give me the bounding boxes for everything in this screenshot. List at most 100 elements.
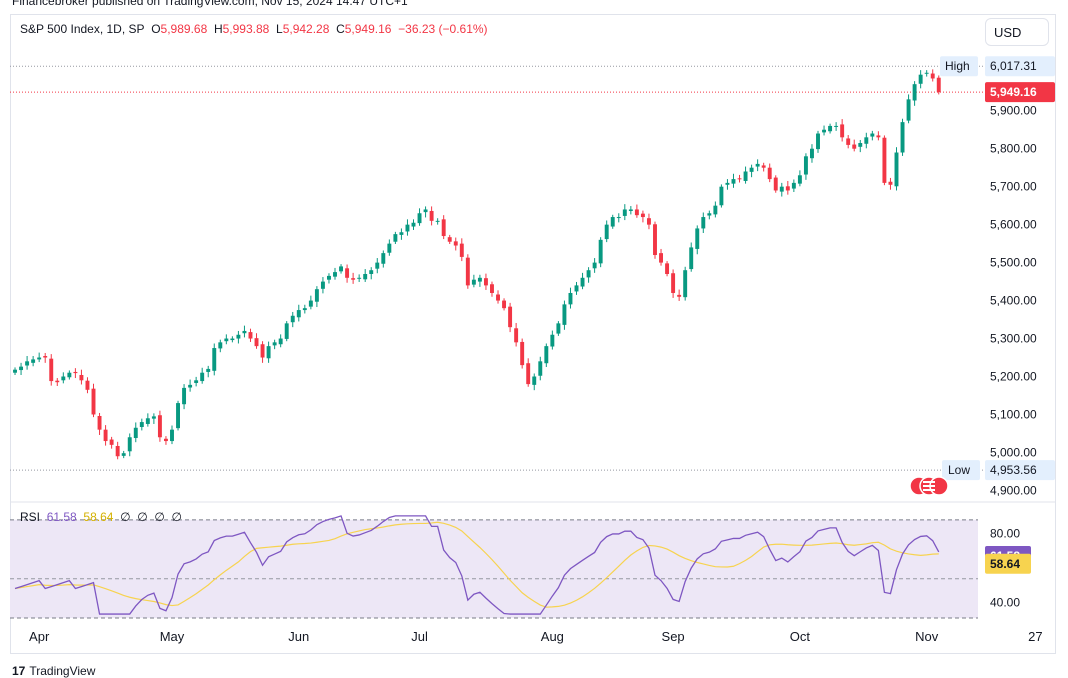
- candle-body: [67, 372, 72, 378]
- candle-body: [568, 292, 573, 305]
- currency-button[interactable]: USD: [985, 18, 1049, 46]
- candle-body: [387, 243, 392, 253]
- candle-body: [145, 418, 150, 424]
- candle-body: [91, 388, 96, 415]
- candle-body: [381, 253, 386, 264]
- candle-body: [689, 247, 694, 270]
- candle-body: [598, 239, 603, 264]
- candle-body: [170, 429, 174, 442]
- candle-body: [85, 380, 90, 390]
- close-label: C: [336, 22, 345, 36]
- candle-body: [791, 182, 796, 189]
- candle-body: [743, 171, 748, 181]
- candle-body: [19, 366, 24, 371]
- us-flag-icon[interactable]: [909, 476, 949, 496]
- symbol-title[interactable]: S&P 500 Index, 1D, SP: [20, 22, 145, 36]
- y-tick-label: 5,000.00: [990, 445, 1037, 459]
- candle-body: [290, 315, 295, 323]
- candle-body: [822, 129, 827, 133]
- candle-body: [339, 266, 344, 272]
- candle-body: [604, 224, 609, 240]
- change-value: −36.23 (−0.61%): [398, 22, 488, 36]
- rsi-band: [10, 519, 978, 618]
- candle-body: [592, 262, 597, 269]
- candle-body: [212, 348, 217, 371]
- candle-body: [483, 278, 488, 286]
- rsi-lower-label: 40.00: [990, 595, 1020, 609]
- candle-body: [284, 323, 289, 339]
- candle-body: [520, 341, 525, 366]
- candle-body: [737, 178, 742, 180]
- candle-body: [677, 294, 682, 297]
- candle-body: [296, 310, 301, 318]
- candle-body: [894, 152, 899, 187]
- candle-body: [441, 219, 446, 237]
- candle-body: [405, 224, 410, 232]
- candle-body: [628, 209, 633, 211]
- high-value-label: 6,017.31: [990, 59, 1037, 73]
- candle-body: [936, 77, 941, 93]
- candle-body: [429, 210, 434, 221]
- candle-body: [351, 278, 356, 280]
- high-value: 5,993.88: [222, 22, 270, 36]
- candle-body: [858, 143, 863, 147]
- candle-body: [417, 213, 422, 224]
- candle-body: [683, 270, 688, 298]
- candle-body: [176, 403, 180, 429]
- candle-body: [13, 369, 17, 373]
- candle-body: [526, 363, 531, 385]
- last-price-label: 5,949.16: [990, 85, 1037, 99]
- candle-body: [556, 323, 561, 334]
- candle-body: [924, 72, 929, 74]
- candle-body: [224, 338, 229, 342]
- rsi-ma-legend-value: 58.64: [83, 510, 114, 524]
- y-tick-label: 5,700.00: [990, 180, 1037, 194]
- rsi-label[interactable]: RSI: [20, 510, 41, 524]
- candle-body: [767, 167, 772, 180]
- candle-body: [188, 384, 193, 388]
- low-value-bg: [985, 460, 1055, 481]
- candle-body: [206, 368, 211, 372]
- candle-body: [157, 415, 162, 438]
- candle-body: [115, 445, 120, 457]
- candle-body: [109, 439, 114, 445]
- candle-body: [121, 453, 126, 456]
- x-tick-label: Jul: [411, 629, 428, 644]
- candle-body: [580, 277, 585, 287]
- high-tag-bg: [940, 56, 978, 77]
- candle-body: [852, 144, 857, 149]
- candle-body: [659, 253, 663, 263]
- x-tick-label: Nov: [915, 629, 939, 644]
- candle-body: [236, 334, 241, 339]
- candle-body: [810, 148, 814, 159]
- x-tick-label: Jun: [288, 629, 309, 644]
- candle-body: [586, 270, 591, 278]
- candle-body: [514, 328, 519, 343]
- candle-body: [260, 344, 265, 358]
- candle-body: [731, 179, 736, 184]
- candle-body: [719, 186, 724, 206]
- tradingview-logo[interactable]: 17 TradingView: [12, 664, 95, 678]
- candle-body: [55, 380, 60, 383]
- candle-body: [846, 138, 851, 145]
- candle-body: [369, 270, 374, 274]
- candle-body: [834, 125, 839, 127]
- candle-body: [882, 137, 887, 183]
- candle-body: [544, 346, 549, 364]
- candle-body: [502, 300, 507, 309]
- candle-body: [622, 209, 627, 216]
- candle-body: [254, 338, 259, 347]
- x-tick-label: Apr: [29, 629, 50, 644]
- y-tick-label: 5,200.00: [990, 370, 1037, 384]
- candle-body: [435, 220, 440, 222]
- candle-body: [423, 209, 428, 213]
- candle-body: [375, 262, 380, 269]
- y-tick-label: 5,300.00: [990, 332, 1037, 346]
- candle-body: [345, 268, 350, 278]
- candle-body: [447, 237, 452, 242]
- candle-body: [755, 163, 760, 167]
- open-label: O: [151, 22, 161, 36]
- candle-body: [333, 272, 337, 277]
- y-tick-label: 5,100.00: [990, 407, 1037, 421]
